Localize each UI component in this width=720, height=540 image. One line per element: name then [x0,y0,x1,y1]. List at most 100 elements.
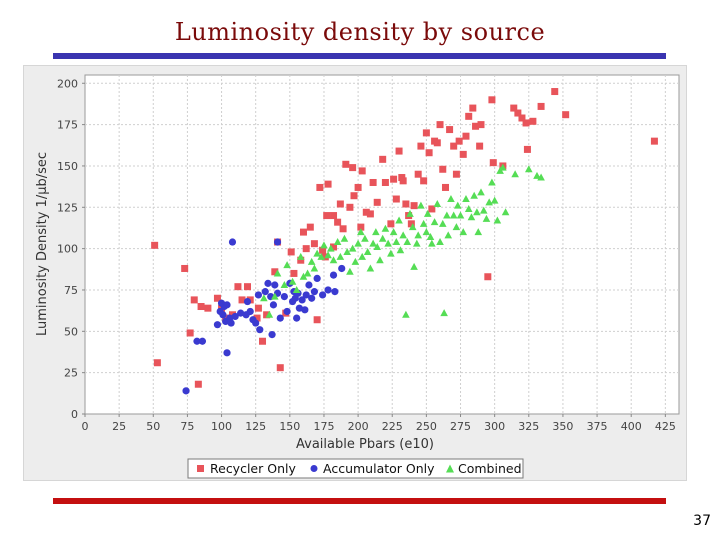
chart-legend: Recycler Only Accumulator Only Combined [187,458,524,479]
x-tick-label: 225 [382,420,403,433]
recycler-point [477,121,485,129]
recycler-point [362,208,370,216]
x-tick-label: 175 [313,420,334,433]
recycler-point [450,142,458,150]
recycler-point [316,183,324,191]
combined-point [477,188,485,196]
recycler-point [358,167,366,175]
y-tick-label: 0 [71,408,78,421]
combined-point [479,206,488,214]
accumulator-point [331,288,339,296]
x-tick-label: 25 [112,420,126,433]
recycler-point [259,337,267,345]
legend-label-recycler: Recycler Only [210,461,296,476]
recycler-point [484,273,492,281]
combined-point [329,256,338,264]
combined-point [307,257,316,265]
recycler-point [387,220,395,228]
combined-point [430,218,439,226]
accumulator-point [313,274,321,282]
recycler-point [420,177,428,185]
combined-point [271,292,279,300]
accumulator-point [237,309,245,317]
combined-point [333,238,342,246]
combined-point [423,209,432,217]
recycler-point [334,218,342,226]
recycler-point [243,283,251,291]
combined-point [376,256,384,264]
combined-point [433,199,442,207]
x-tick-label: 350 [552,420,573,433]
accumulator-point [219,311,227,319]
recycler-point [234,283,242,291]
combined-point [351,257,360,265]
combined-point [403,238,412,246]
recycler-point [186,329,194,337]
combined-point [399,231,407,239]
accumulator-point [198,337,207,345]
combined-point [389,228,398,236]
recycler-point [407,220,415,228]
plot-area [84,74,680,415]
combined-point [493,216,502,224]
x-tick-label: 75 [180,420,194,433]
x-tick-label: 200 [348,420,369,433]
accumulator-point [276,314,284,322]
accumulator-point [319,291,327,299]
recycler-point [392,195,400,203]
scatter-chart: 0 25 50 75 100 125 150 175 200 225 250 275 300 325 350… [23,65,687,481]
recycler-point [357,223,365,231]
combined-point [348,244,357,252]
accumulator-point [271,281,279,289]
recycler-point [323,212,331,220]
combined-point [346,267,354,275]
x-tick-label: 275 [450,420,471,433]
recycler-point [402,200,410,208]
recycler-point [417,142,425,150]
recycler-point [439,165,447,173]
combined-point [474,228,483,236]
combined-point [265,310,274,318]
y-tick-label: 100 [57,243,78,256]
recycler-point [330,243,338,251]
combined-point [384,239,392,247]
combined-point [490,196,499,204]
recycler-point [238,296,246,304]
combined-point [303,269,312,277]
combined-point [366,264,375,272]
combined-point [392,238,401,246]
recycler-point [276,364,284,372]
y-tick-label: 125 [57,201,78,214]
combined-point [358,252,366,260]
combined-point [361,234,369,242]
x-axis-title: Available Pbars (e10) [296,437,434,452]
combined-point [369,239,377,247]
footer-rule [53,498,666,504]
accumulator-point [228,238,237,246]
recycler-point [446,126,454,134]
recycler-point [395,147,403,155]
accumulator-point [223,349,231,357]
combined-point [422,228,431,236]
combined-point [467,213,476,221]
combined-point [283,261,291,269]
recycler-point [514,109,522,117]
recycler-point [379,155,387,163]
combined-point [410,262,418,270]
combined-point [511,170,519,178]
recycler-point [469,104,477,112]
combined-point [453,201,462,209]
accumulator-point [293,314,301,322]
recycler-point [354,183,362,191]
combined-point [482,214,491,222]
title-underline-rule [53,53,666,59]
combined-point [260,294,268,302]
recycler-point [562,111,570,119]
x-tick-label: 325 [518,420,539,433]
combined-point [440,309,448,317]
y-tick-label: 150 [57,160,78,173]
y-tick-label: 50 [64,325,78,338]
x-tick-label: 250 [416,420,437,433]
chart-svg: 0 25 50 75 100 125 150 175 200 225 250 275 300 325 350… [35,74,680,479]
x-tick-label: 150 [279,420,300,433]
